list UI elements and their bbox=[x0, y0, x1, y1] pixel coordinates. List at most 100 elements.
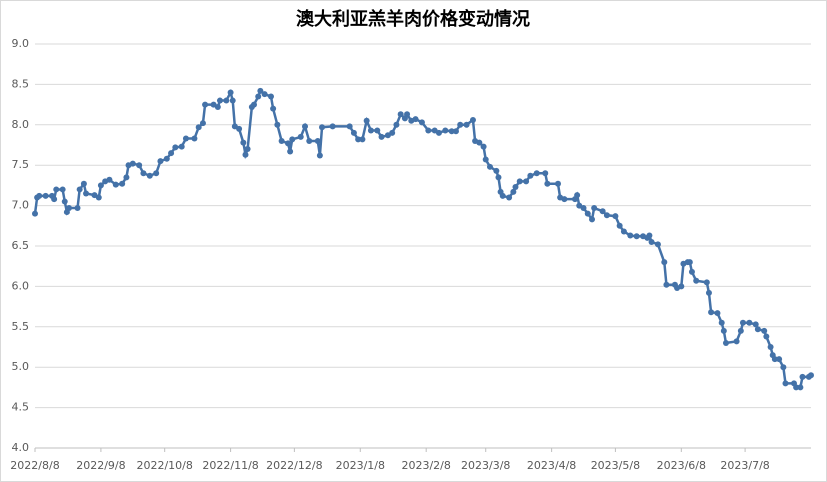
point bbox=[603, 212, 610, 219]
point bbox=[363, 117, 370, 124]
point bbox=[533, 170, 540, 177]
point bbox=[612, 213, 619, 220]
point bbox=[297, 133, 304, 140]
point bbox=[257, 87, 264, 94]
point bbox=[59, 186, 66, 193]
point bbox=[627, 232, 634, 239]
point bbox=[527, 172, 534, 179]
y-tick-label: 5.0 bbox=[12, 360, 30, 373]
point bbox=[83, 190, 90, 197]
x-tick-label: 2023/3/8 bbox=[461, 459, 510, 472]
point bbox=[739, 319, 746, 326]
point bbox=[378, 133, 385, 140]
point bbox=[223, 97, 230, 104]
chart-title: 澳大利亚羔羊肉价格变动情况 bbox=[296, 8, 530, 30]
point bbox=[178, 143, 185, 150]
x-tick-label: 2023/6/8 bbox=[657, 459, 706, 472]
y-tick-label: 8.5 bbox=[12, 77, 30, 90]
point bbox=[119, 180, 126, 187]
point bbox=[574, 192, 581, 199]
x-tick-label: 2023/5/8 bbox=[591, 459, 640, 472]
x-tick-label: 2023/1/8 bbox=[336, 459, 385, 472]
point bbox=[36, 192, 43, 199]
point bbox=[663, 281, 670, 288]
point bbox=[359, 136, 366, 143]
point bbox=[32, 210, 38, 217]
point bbox=[771, 356, 778, 363]
point bbox=[480, 143, 487, 150]
y-tick-label: 9.0 bbox=[12, 37, 30, 50]
point bbox=[404, 111, 411, 118]
y-tick-label: 4.0 bbox=[12, 441, 30, 454]
x-tick-label: 2023/4/8 bbox=[527, 459, 576, 472]
point bbox=[236, 125, 243, 132]
point bbox=[229, 97, 236, 104]
point bbox=[452, 128, 459, 135]
x-tick-label: 2023/7/8 bbox=[720, 459, 769, 472]
point bbox=[146, 172, 153, 179]
point bbox=[516, 178, 523, 185]
point bbox=[367, 127, 374, 134]
point bbox=[350, 129, 357, 136]
point bbox=[355, 136, 362, 143]
point bbox=[306, 137, 313, 144]
y-tick-label: 7.0 bbox=[12, 199, 30, 212]
point bbox=[633, 233, 640, 240]
point bbox=[51, 196, 58, 203]
point bbox=[425, 127, 432, 134]
point bbox=[244, 146, 251, 153]
point bbox=[97, 182, 104, 189]
point bbox=[686, 259, 693, 266]
x-tick-label: 2022/11/8 bbox=[202, 459, 258, 472]
point bbox=[61, 198, 68, 205]
point bbox=[199, 120, 206, 127]
point bbox=[287, 148, 294, 155]
point bbox=[418, 119, 425, 126]
point bbox=[136, 162, 143, 169]
point bbox=[482, 156, 489, 163]
point bbox=[435, 129, 442, 136]
y-tick-label: 6.0 bbox=[12, 279, 30, 292]
point bbox=[776, 356, 783, 363]
point bbox=[733, 338, 740, 345]
x-tick-label: 2022/10/8 bbox=[136, 459, 192, 472]
point bbox=[544, 180, 551, 187]
point bbox=[793, 384, 800, 391]
point bbox=[808, 372, 814, 379]
point bbox=[316, 152, 323, 159]
point bbox=[216, 97, 223, 104]
point bbox=[195, 124, 202, 131]
x-tick-label: 2022/8/8 bbox=[10, 459, 59, 472]
point bbox=[319, 124, 326, 131]
point bbox=[329, 123, 336, 130]
point bbox=[510, 188, 517, 195]
point bbox=[463, 121, 470, 128]
point bbox=[469, 116, 476, 123]
point bbox=[589, 216, 596, 223]
point bbox=[708, 309, 715, 316]
point bbox=[705, 289, 712, 296]
point bbox=[486, 163, 493, 170]
y-tick-label: 7.5 bbox=[12, 158, 30, 171]
point bbox=[389, 129, 396, 136]
point bbox=[289, 136, 296, 143]
point bbox=[476, 139, 483, 146]
point bbox=[53, 186, 60, 193]
point bbox=[191, 135, 198, 142]
point bbox=[688, 268, 695, 275]
point bbox=[782, 380, 789, 387]
point bbox=[168, 150, 175, 157]
y-tick-label: 8.0 bbox=[12, 118, 30, 131]
point bbox=[678, 283, 685, 290]
point bbox=[797, 384, 804, 391]
point bbox=[512, 184, 519, 191]
point bbox=[767, 344, 774, 350]
point bbox=[523, 178, 530, 185]
point bbox=[242, 151, 249, 158]
point bbox=[202, 101, 209, 108]
point bbox=[661, 259, 668, 266]
point bbox=[754, 326, 761, 333]
point bbox=[106, 176, 113, 183]
